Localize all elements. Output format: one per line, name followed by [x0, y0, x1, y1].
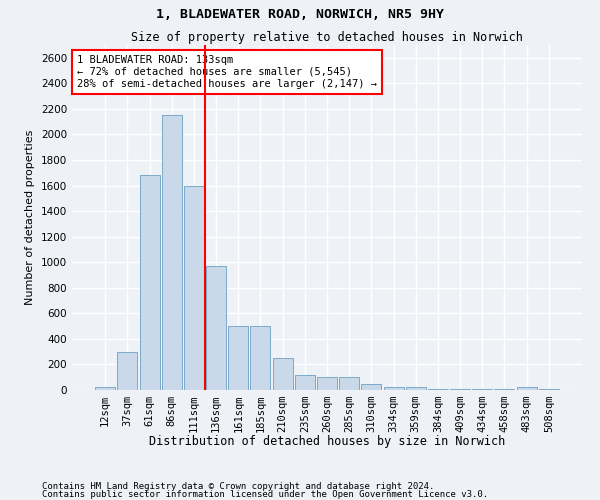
Bar — [140, 176, 160, 390]
Bar — [317, 377, 337, 390]
Text: Contains public sector information licensed under the Open Government Licence v3: Contains public sector information licen… — [42, 490, 488, 499]
Bar — [272, 358, 293, 390]
Bar — [250, 326, 271, 390]
Bar — [339, 377, 359, 390]
Bar — [118, 352, 137, 390]
Text: Contains HM Land Registry data © Crown copyright and database right 2024.: Contains HM Land Registry data © Crown c… — [42, 482, 434, 491]
Bar — [184, 186, 204, 390]
Text: 1, BLADEWATER ROAD, NORWICH, NR5 9HY: 1, BLADEWATER ROAD, NORWICH, NR5 9HY — [156, 8, 444, 20]
Bar — [517, 387, 536, 390]
Bar — [228, 326, 248, 390]
Bar — [95, 388, 115, 390]
Title: Size of property relative to detached houses in Norwich: Size of property relative to detached ho… — [131, 31, 523, 44]
Bar — [162, 116, 182, 390]
Bar — [295, 374, 315, 390]
X-axis label: Distribution of detached houses by size in Norwich: Distribution of detached houses by size … — [149, 435, 505, 448]
Bar — [383, 388, 404, 390]
Bar — [406, 388, 426, 390]
Bar — [361, 384, 382, 390]
Bar — [206, 266, 226, 390]
Text: 1 BLADEWATER ROAD: 133sqm
← 72% of detached houses are smaller (5,545)
28% of se: 1 BLADEWATER ROAD: 133sqm ← 72% of detac… — [77, 56, 377, 88]
Y-axis label: Number of detached properties: Number of detached properties — [25, 130, 35, 305]
